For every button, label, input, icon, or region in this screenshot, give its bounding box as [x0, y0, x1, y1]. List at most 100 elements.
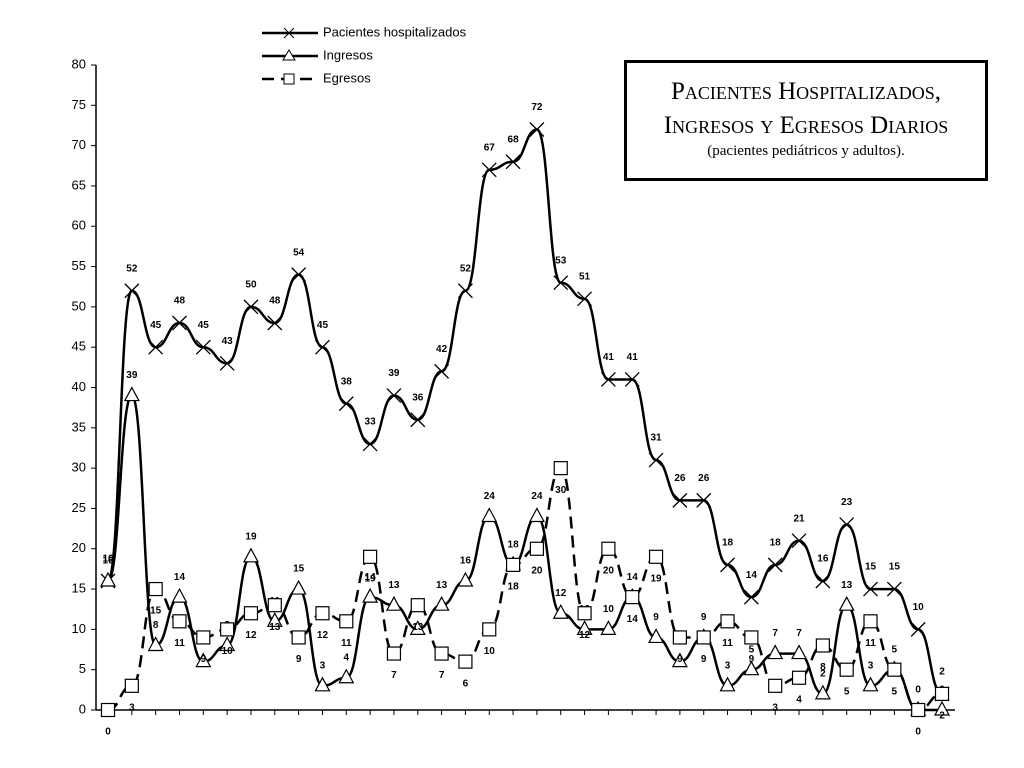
marker-x: [243, 299, 259, 315]
data-label: 5: [844, 686, 850, 697]
data-label: 15: [889, 562, 901, 573]
marker-square: [625, 590, 640, 605]
data-label: 11: [174, 638, 185, 649]
y-tick-label: 35: [72, 419, 86, 434]
marker-square: [172, 614, 187, 629]
y-tick-label: 70: [72, 137, 86, 152]
marker-triangle: [457, 571, 474, 587]
data-label: 67: [484, 142, 496, 153]
marker-square: [911, 702, 926, 718]
data-label: 24: [484, 491, 496, 502]
data-label: 14: [627, 572, 639, 583]
y-tick-label: 20: [72, 540, 86, 555]
data-label: 18: [770, 538, 782, 549]
y-tick-label: 55: [72, 258, 86, 273]
data-label: 48: [174, 296, 186, 307]
marker-x: [743, 589, 759, 605]
data-label: 0: [915, 685, 921, 696]
data-label: 3: [725, 660, 731, 671]
y-tick-label: 10: [72, 621, 86, 636]
data-label: 51: [579, 271, 591, 282]
data-label: 48: [269, 296, 281, 307]
data-label: 0: [105, 727, 111, 738]
marker-square: [934, 686, 950, 701]
data-label: 41: [603, 352, 615, 363]
data-label: 8: [153, 620, 159, 631]
marker-square: [553, 461, 568, 476]
data-label: 11: [865, 638, 876, 649]
marker-x: [886, 581, 902, 597]
marker-triangle: [767, 644, 784, 660]
marker-x: [529, 122, 545, 137]
data-label: 15: [293, 564, 305, 575]
marker-square: [839, 662, 854, 677]
data-label: 0: [915, 727, 921, 738]
marker-square: [267, 598, 282, 613]
marker-x: [672, 492, 688, 508]
y-tick-label: 75: [72, 97, 86, 112]
marker-x: [553, 275, 569, 291]
marker-square: [672, 630, 687, 645]
title-box: Pacientes Hospitalizados, Ingresos y Egr…: [624, 60, 988, 181]
data-label: 19: [365, 573, 377, 584]
marker-x: [767, 557, 783, 573]
data-label: 13: [269, 622, 281, 633]
marker-square: [220, 622, 235, 637]
data-label: 18: [508, 540, 520, 551]
marker-triangle: [838, 595, 855, 611]
marker-triangle: [552, 603, 569, 619]
marker-triangle: [171, 587, 188, 603]
data-label: 45: [198, 320, 210, 331]
marker-triangle: [671, 652, 688, 668]
marker-square: [505, 557, 521, 572]
marker-x: [291, 267, 307, 283]
data-label: 31: [650, 433, 662, 444]
data-label: 3: [772, 702, 778, 713]
data-label: 3: [320, 660, 326, 671]
marker-triangle: [266, 612, 283, 627]
data-label: 2: [939, 667, 945, 678]
marker-x: [124, 283, 140, 299]
marker-square: [148, 581, 163, 597]
data-label: 9: [653, 612, 659, 623]
y-tick-label: 30: [72, 460, 86, 475]
data-label: 14: [746, 570, 758, 581]
data-label: 9: [296, 654, 302, 665]
data-label: 33: [365, 417, 377, 428]
marker-square: [887, 662, 902, 677]
marker-x: [815, 573, 831, 589]
marker-triangle: [99, 571, 117, 587]
marker-x: [863, 581, 878, 597]
data-label: 11: [341, 638, 352, 649]
marker-triangle: [719, 676, 736, 692]
data-label: 4: [796, 694, 802, 705]
marker-triangle: [600, 620, 617, 635]
data-label: 13: [412, 622, 424, 633]
data-label: 42: [436, 344, 448, 355]
chart-title: Pacientes Hospitalizados, Ingresos y Egr…: [663, 78, 949, 139]
marker-x: [720, 557, 736, 573]
series-line: [107, 466, 943, 712]
marker-x: [839, 517, 855, 533]
marker-square: [815, 638, 830, 653]
data-label: 9: [701, 654, 707, 665]
data-label: 14: [174, 572, 186, 583]
marker-square: [291, 630, 306, 645]
data-label: 10: [222, 646, 234, 657]
data-label: 9: [701, 612, 707, 623]
data-label: 52: [460, 263, 472, 274]
y-tick-label: 60: [72, 218, 86, 233]
marker-triangle: [147, 636, 164, 652]
data-label: 9: [201, 654, 207, 665]
marker-triangle: [195, 652, 212, 668]
marker-triangle: [648, 628, 665, 644]
data-label: 16: [817, 554, 829, 565]
data-label: 2: [939, 711, 945, 722]
marker-square: [339, 614, 354, 629]
data-label: 12: [317, 630, 329, 641]
marker-x: [338, 396, 354, 412]
marker-triangle: [362, 587, 379, 603]
data-label: 39: [126, 370, 138, 381]
